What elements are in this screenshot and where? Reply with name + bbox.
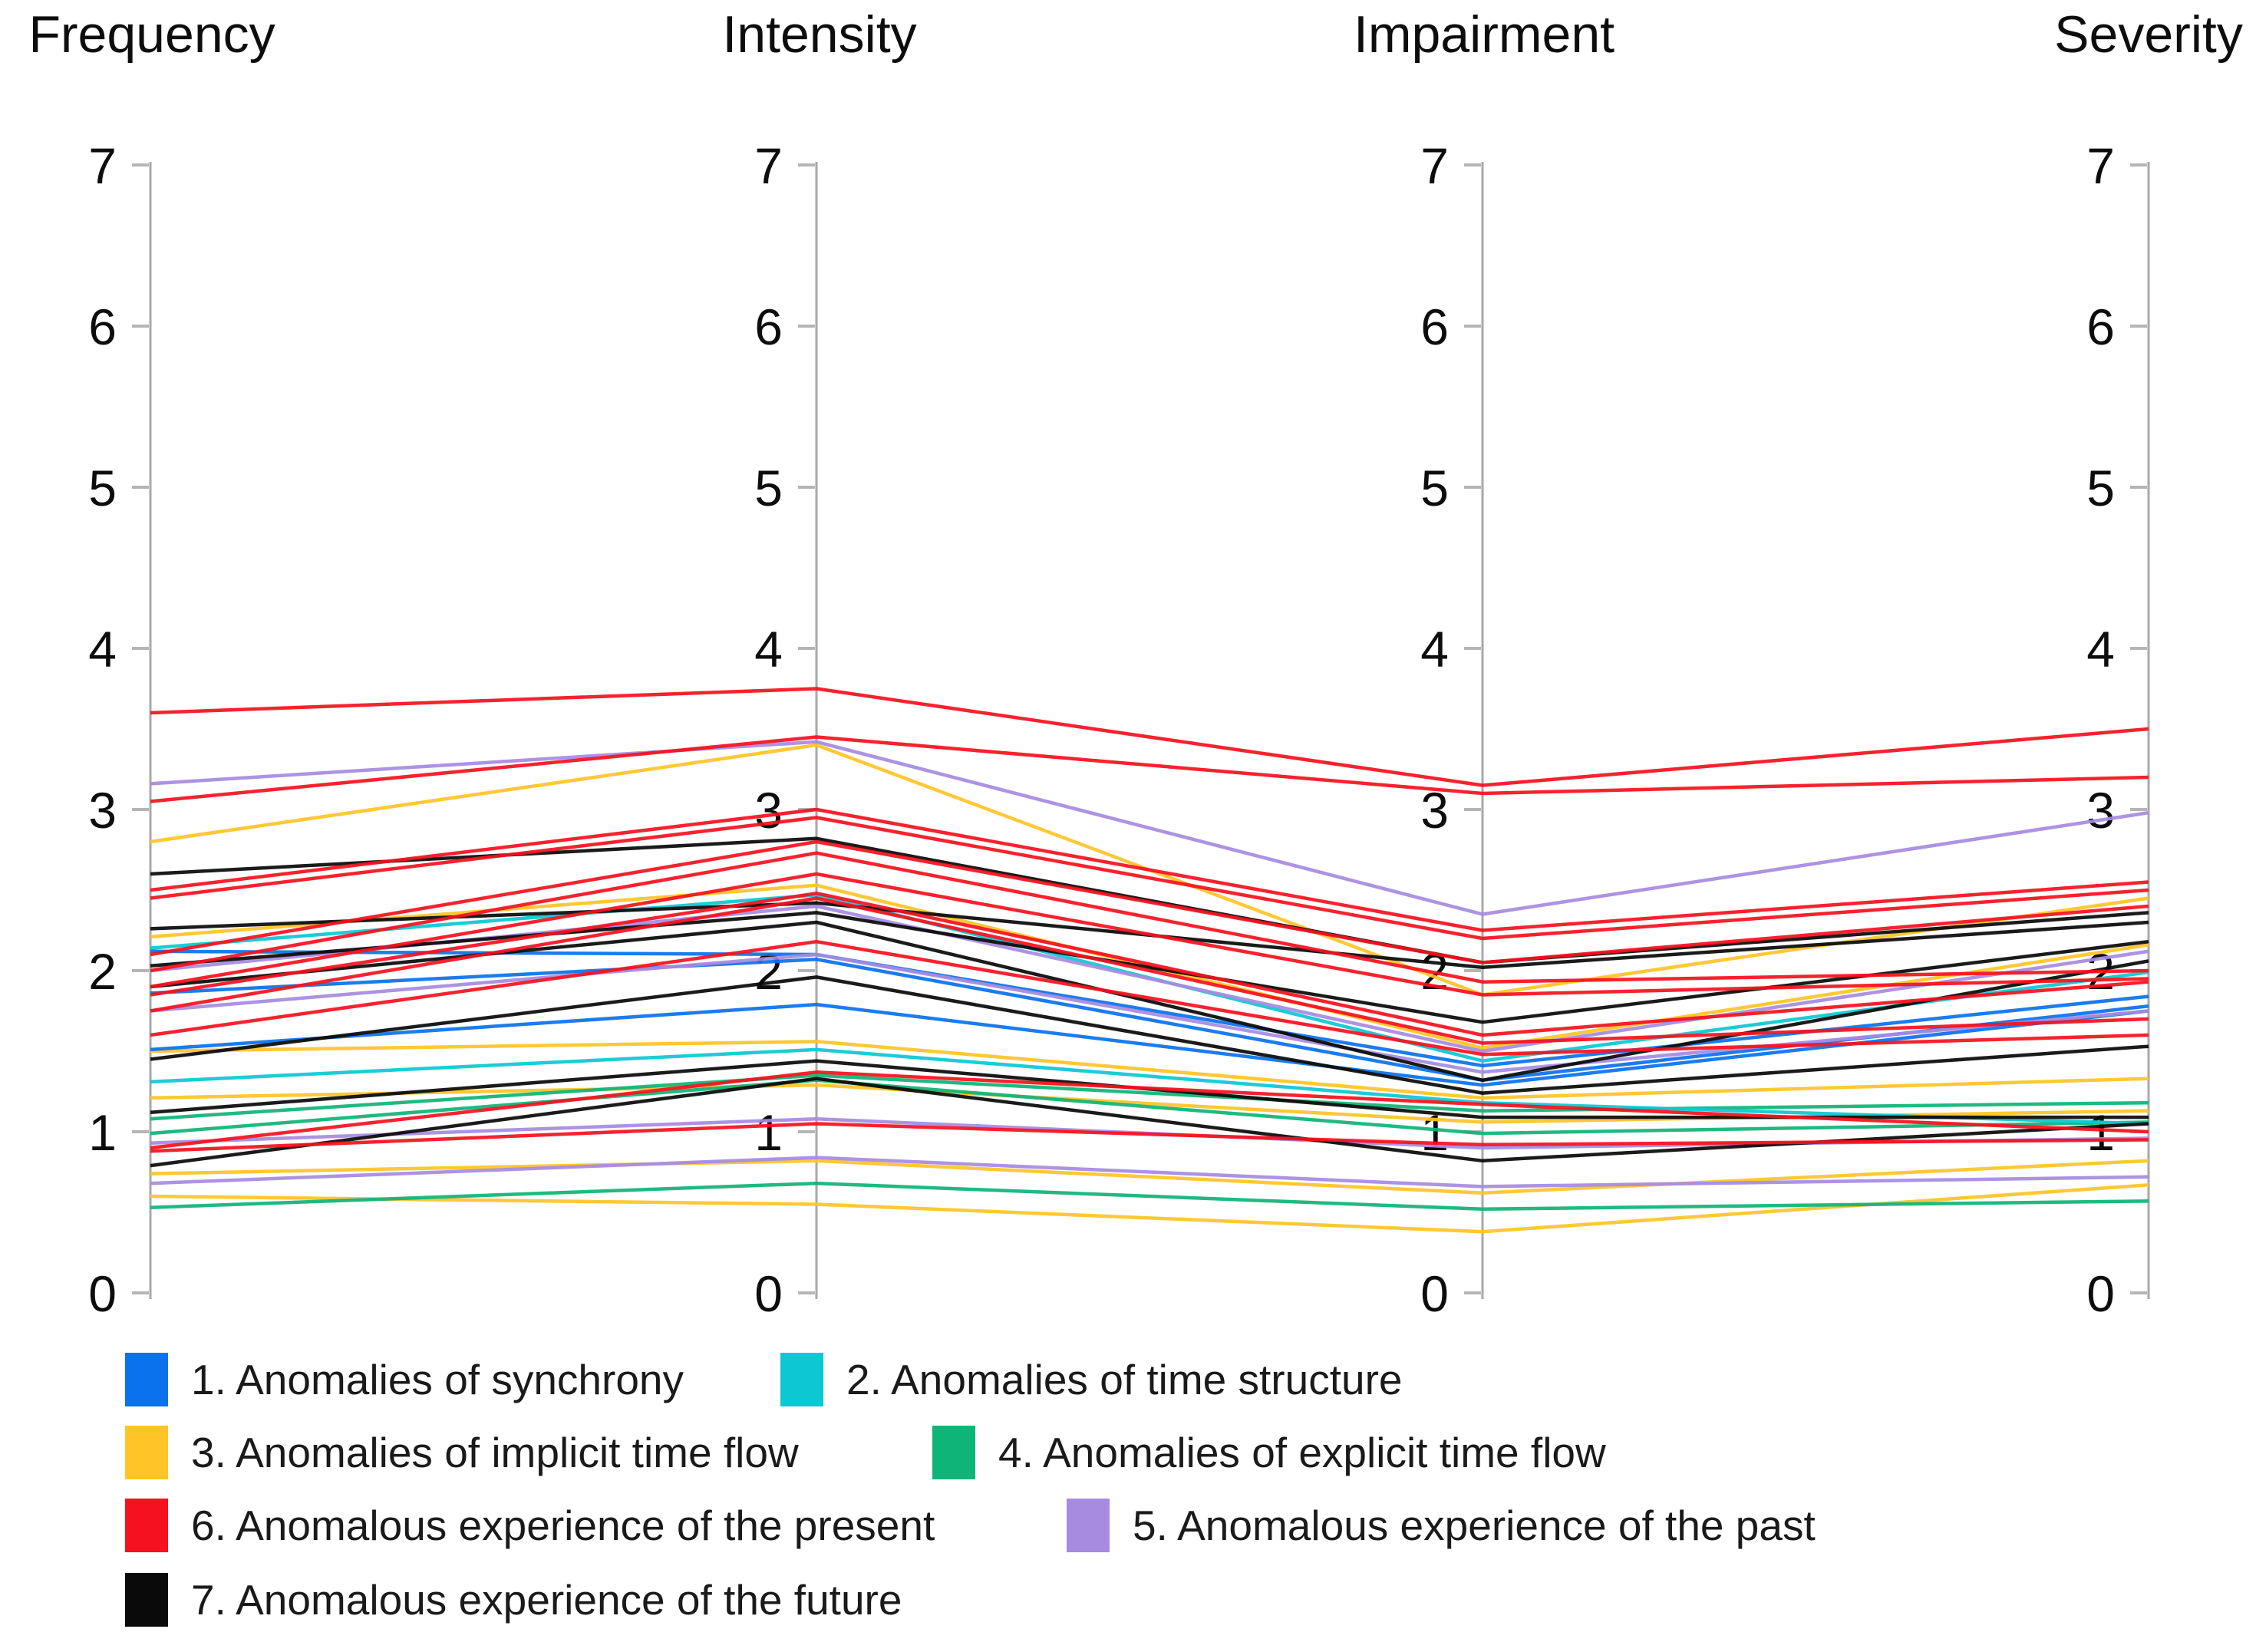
tick-label: 6: [1420, 298, 1449, 355]
data-line: [150, 939, 2149, 1057]
data-line: [150, 1002, 2149, 1087]
data-line: [150, 920, 2149, 1083]
data-line: [150, 896, 2149, 1045]
data-line: [150, 1070, 2149, 1150]
data-line: [150, 1181, 2149, 1212]
tick-label: 1: [754, 1104, 783, 1161]
data-line: [150, 1078, 2149, 1136]
tick-label: 1: [88, 1104, 117, 1161]
data-line: [150, 1159, 2149, 1195]
data-line: [150, 891, 2149, 1037]
tick-label: 4: [1420, 621, 1449, 678]
tick-label: 6: [754, 298, 783, 355]
tick-label: 3: [88, 782, 117, 839]
data-line: [150, 911, 2149, 1024]
tick-label: 2: [88, 943, 117, 1000]
tick-label: 7: [754, 137, 783, 194]
data-line: [150, 839, 2149, 964]
tick-label: 3: [2086, 782, 2115, 839]
tick-label: 5: [754, 460, 783, 516]
tick-label: 6: [2086, 298, 2115, 355]
axis-title-impairment: Impairment: [1353, 5, 1615, 64]
tick-label: 7: [1420, 137, 1449, 194]
tick-label: 2: [754, 943, 783, 1000]
data-line: [150, 687, 2149, 787]
tick-label: 7: [88, 137, 117, 194]
data-line: [150, 740, 2149, 916]
tick-label: 0: [2086, 1265, 2115, 1322]
tick-label: 4: [754, 621, 783, 678]
tick-label: 4: [2086, 621, 2115, 678]
tick-label: 0: [754, 1265, 783, 1322]
data-line: [150, 952, 2149, 1074]
data-line: [150, 807, 2149, 932]
data-line: [150, 851, 2149, 984]
axis-title-severity: Severity: [2054, 5, 2243, 64]
axis-title-intensity: Intensity: [722, 5, 917, 64]
data-line: [150, 872, 2149, 997]
tick-label: 5: [1420, 460, 1449, 516]
tick-label: 0: [1420, 1265, 1449, 1322]
tick-label: 6: [88, 298, 117, 355]
data-line: [150, 1073, 2149, 1121]
data-line: [150, 1122, 2149, 1153]
data-line: [150, 1047, 2149, 1126]
tick-label: 0: [88, 1265, 117, 1322]
tick-label: 3: [754, 782, 783, 839]
data-line: [150, 1156, 2149, 1189]
tick-label: 5: [88, 460, 117, 516]
tick-label: 7: [2086, 137, 2115, 194]
data-line: [150, 1183, 2149, 1234]
data-line: [150, 816, 2149, 941]
data-line: [150, 975, 2149, 1095]
tick-label: 5: [2086, 460, 2115, 516]
tick-label: 4: [88, 621, 117, 678]
data-line: [150, 735, 2149, 803]
data-line: [150, 1040, 2149, 1100]
axis-title-frequency: Frequency: [28, 5, 275, 64]
